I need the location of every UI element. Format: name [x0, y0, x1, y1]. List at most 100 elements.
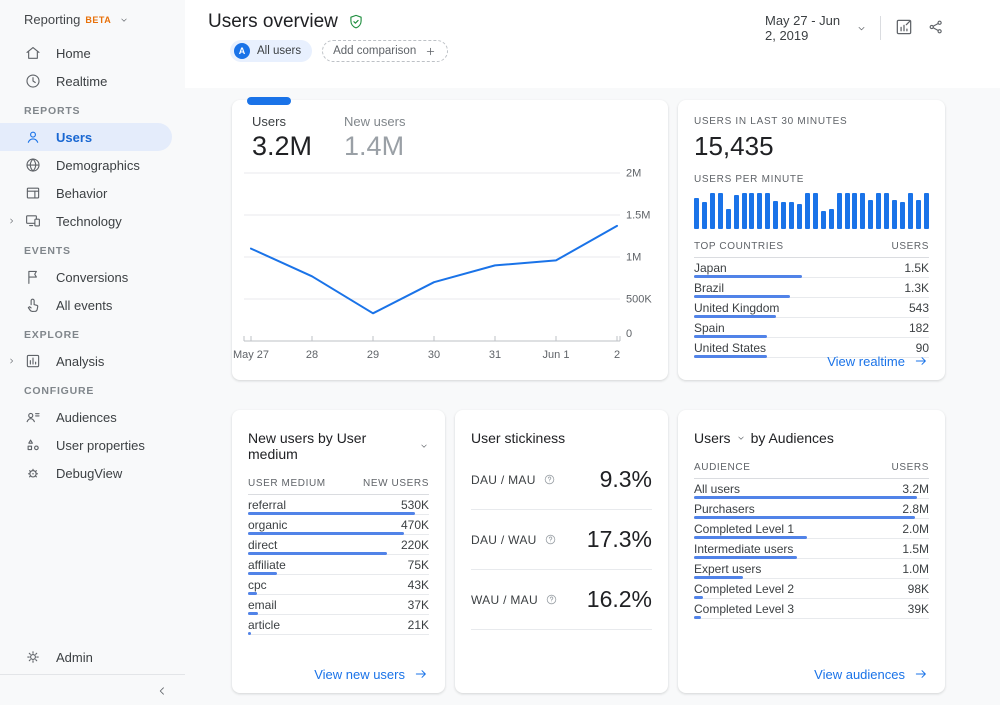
sidebar-section-label: EVENTS — [24, 245, 71, 257]
minute-bar — [828, 209, 834, 229]
sidebar-item-label: Conversions — [56, 269, 129, 285]
row-name: United States — [694, 340, 767, 355]
minute-bar — [876, 193, 882, 229]
view-realtime-link[interactable]: View realtime — [827, 353, 929, 369]
minute-bar — [749, 193, 755, 229]
table-row: Completed Level 1 2.0M — [694, 519, 929, 539]
svg-text:0: 0 — [626, 328, 632, 340]
person-icon — [24, 128, 42, 146]
row-bar — [694, 335, 767, 338]
row-value: 1.3K — [904, 280, 929, 295]
property-selector[interactable]: Reporting BETA — [24, 12, 129, 27]
comparison-avatar: A — [234, 43, 250, 59]
svg-text:1.5M: 1.5M — [626, 210, 650, 222]
sidebar-item-technology[interactable]: Technology — [0, 207, 172, 235]
stickiness-label: DAU / MAU — [471, 473, 556, 487]
row-name: cpc — [248, 577, 267, 592]
share-icon — [927, 18, 945, 39]
row-name: Intermediate users — [694, 541, 794, 556]
stickiness-value: 17.3% — [586, 526, 652, 552]
minute-bar — [725, 209, 731, 229]
view-new-users-link[interactable]: View new users — [314, 666, 429, 682]
card-title-metric-dropdown[interactable]: Users — [694, 430, 731, 446]
date-range-selector[interactable]: May 27 - Jun 2, 2019 — [765, 13, 867, 43]
users-line-chart: May 27 28 29 30 31 Jun 1 20 500K 1M 1.5M 2M — [233, 168, 652, 362]
column-header: AUDIENCE — [694, 462, 751, 473]
help-icon[interactable] — [544, 533, 557, 546]
sidebar-item-audiences[interactable]: Audiences — [0, 403, 172, 431]
help-icon[interactable] — [543, 473, 556, 486]
sidebar: Reporting BETA Home Realtime REPORTS Users D… — [0, 0, 185, 705]
globe-icon — [24, 156, 42, 174]
row-name: referral — [248, 497, 287, 512]
stickiness-value: 16.2% — [586, 586, 652, 612]
sidebar-nav: Home Realtime REPORTS Users Demographics Beha… — [0, 39, 185, 487]
sidebar-item-debugview[interactable]: DebugView — [0, 459, 172, 487]
row-name: Japan — [694, 260, 727, 275]
table-row: referral 530K — [248, 495, 429, 515]
stickiness-label: DAU / WAU — [471, 533, 557, 547]
collapse-sidebar-button[interactable] — [155, 684, 169, 701]
row-value: 182 — [908, 320, 929, 335]
sidebar-item-admin[interactable]: Admin — [0, 643, 172, 671]
row-value: 2.0M — [902, 521, 929, 536]
expand-icon[interactable] — [7, 357, 16, 366]
sidebar-item-home[interactable]: Home — [0, 39, 172, 67]
svg-text:30: 30 — [428, 349, 440, 361]
sidebar-item-conversions[interactable]: Conversions — [0, 263, 172, 291]
help-icon[interactable] — [545, 593, 558, 606]
touch-icon — [24, 296, 42, 314]
sidebar-item-all-events[interactable]: All events — [0, 291, 172, 319]
flag-icon — [24, 268, 42, 286]
expand-icon[interactable] — [7, 217, 16, 226]
row-bar — [248, 572, 277, 575]
row-value: 75K — [407, 557, 429, 572]
minute-bar — [781, 202, 787, 229]
clock-icon — [24, 72, 42, 90]
table-row: All users 3.2M — [694, 479, 929, 499]
table-row: United States 90 — [694, 338, 929, 358]
user-stickiness-card: User stickiness DAU / MAU 9.3% DAU / WAU 17… — [455, 410, 668, 693]
metric-tab-users[interactable]: Users 3.2M — [252, 114, 312, 162]
column-header: USERS — [891, 241, 929, 252]
minute-bar — [868, 200, 874, 229]
beta-badge: BETA — [85, 14, 112, 25]
card-title-dropdown[interactable]: New users by User medium — [248, 430, 429, 462]
arrow-right-icon — [913, 666, 929, 682]
share-button[interactable] — [927, 18, 945, 39]
sidebar-item-analysis[interactable]: Analysis — [0, 347, 172, 375]
users-per-minute-label: USERS PER MINUTE — [694, 174, 805, 185]
row-bar — [248, 552, 388, 555]
sidebar-item-user-properties[interactable]: User properties — [0, 431, 172, 459]
minute-bar — [765, 193, 771, 229]
row-bar — [248, 592, 258, 595]
sidebar-item-label: Realtime — [56, 73, 108, 89]
home-icon — [24, 44, 42, 62]
sidebar-item-users[interactable]: Users — [0, 123, 172, 151]
realtime-users-label: USERS IN LAST 30 MINUTES — [694, 116, 848, 127]
row-bar — [694, 556, 798, 559]
metric-tab-new-users[interactable]: New users 1.4M — [344, 114, 405, 162]
sidebar-item-behavior[interactable]: Behavior — [0, 179, 172, 207]
add-comparison-chip[interactable]: Add comparison — [322, 40, 449, 62]
column-header: NEW USERS — [363, 478, 429, 489]
table-row: Intermediate users 1.5M — [694, 539, 929, 559]
view-audiences-link[interactable]: View audiences — [814, 666, 929, 682]
sidebar-item-demographics[interactable]: Demographics — [0, 151, 172, 179]
new-users-by-medium-card: New users by User medium USER MEDIUM NEW… — [232, 410, 445, 693]
sidebar-item-label: User properties — [56, 437, 145, 453]
table-row: Expert users 1.0M — [694, 559, 929, 579]
realtime-card: USERS IN LAST 30 MINUTES 15,435 USERS PE… — [678, 100, 945, 380]
card-title: User stickiness — [471, 430, 566, 446]
minute-bar — [701, 202, 707, 229]
sidebar-item-realtime[interactable]: Realtime — [0, 67, 172, 95]
sidebar-section-label: CONFIGURE — [24, 385, 95, 397]
row-bar — [248, 532, 404, 535]
all-users-chip[interactable]: A All users — [230, 40, 313, 62]
chevron-down-icon — [856, 23, 867, 34]
svg-text:Jun 1: Jun 1 — [543, 349, 570, 361]
customize-report-button[interactable] — [894, 17, 914, 40]
date-range-label: May 27 - Jun 2, 2019 — [765, 13, 841, 43]
sidebar-section-label: REPORTS — [24, 105, 81, 117]
row-name: article — [248, 617, 281, 632]
